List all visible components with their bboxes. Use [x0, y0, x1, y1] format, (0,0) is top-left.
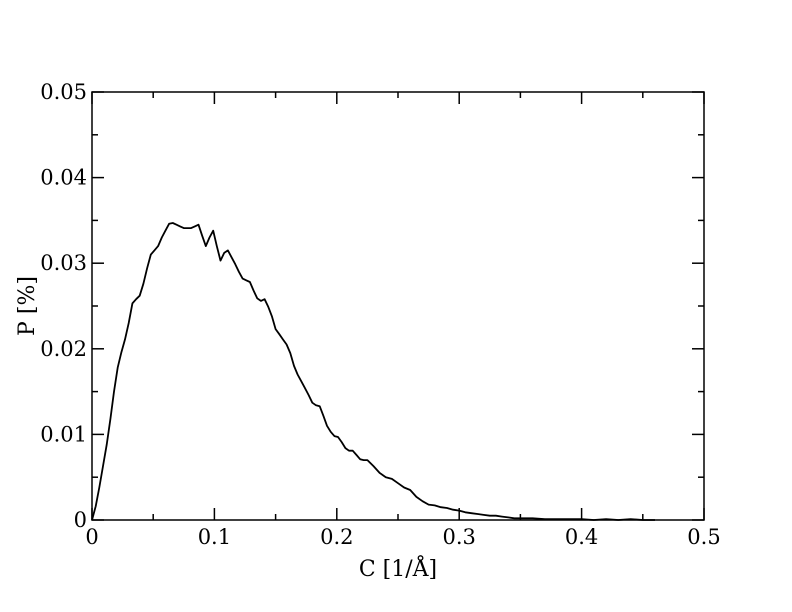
axis-tick-labels: 0 0.1 0.2 0.3 0.4 0.5 0 0.01 0.02 0.03 0.04 0.05	[40, 80, 720, 549]
y-tick-label: 0.05	[40, 80, 87, 104]
y-tick-label: 0.01	[40, 422, 87, 446]
x-tick-label: 0.1	[198, 525, 231, 549]
y-tick-label: 0.02	[40, 337, 87, 361]
series-line	[91, 222, 655, 521]
y-tick-label: 0.03	[40, 251, 87, 275]
y-axis-label: P [%]	[15, 276, 40, 336]
x-tick-label: 0.2	[320, 525, 353, 549]
x-tick-label: 0.5	[687, 525, 720, 549]
x-tick-label: 0	[85, 525, 98, 549]
y-tick-label: 0	[74, 508, 87, 532]
x-axis-label: C [1/Å]	[359, 554, 437, 582]
axis-ticks	[91, 91, 705, 521]
y-tick-label: 0.04	[40, 166, 87, 190]
x-tick-label: 0.4	[565, 525, 598, 549]
plot-frame	[91, 91, 705, 521]
x-tick-label: 0.3	[442, 525, 475, 549]
